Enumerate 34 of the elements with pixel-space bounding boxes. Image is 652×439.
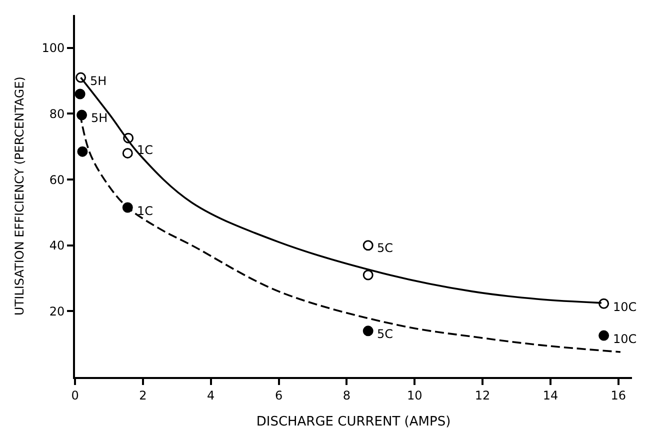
annotation: 1C xyxy=(137,143,154,157)
annotation: 10C xyxy=(613,332,637,346)
x-tick-label: 6 xyxy=(274,388,283,402)
point xyxy=(362,270,374,280)
x-tick-label: 0 xyxy=(71,388,79,402)
point xyxy=(76,72,86,83)
annotation: 1C xyxy=(137,204,154,218)
annotation: 5H xyxy=(90,74,107,88)
annotation: 5C xyxy=(377,241,394,255)
x-tick-label: 8 xyxy=(342,388,351,402)
y-tick-label: 20 xyxy=(49,304,65,318)
y-tick-label: 60 xyxy=(49,172,65,187)
point xyxy=(122,148,133,158)
x-tick-label: 16 xyxy=(610,388,626,402)
point xyxy=(77,146,88,157)
annotation: 10C xyxy=(613,300,637,314)
annotation: 5H xyxy=(91,111,108,125)
point xyxy=(362,326,374,336)
x-tick-label: 10 xyxy=(406,388,422,402)
point xyxy=(598,298,610,309)
point xyxy=(362,240,374,251)
y-tick-label: 100 xyxy=(42,41,65,56)
x-tick-label: 14 xyxy=(542,388,558,402)
y-tick-label: 80 xyxy=(49,106,65,121)
x-tick-label: 2 xyxy=(139,388,147,402)
point xyxy=(75,88,86,100)
x-tick-label: 4 xyxy=(207,388,215,402)
y-axis-title: UTILISATION EFFICIENCY (PERCENTAGE) xyxy=(12,76,26,316)
x-axis-title: DISCHARGE CURRENT (AMPS) xyxy=(256,414,451,430)
y-tick-label: 40 xyxy=(49,238,65,253)
x-tick-label: 12 xyxy=(474,388,490,402)
point xyxy=(598,330,610,341)
annotation: 5C xyxy=(377,327,394,341)
point xyxy=(123,132,134,144)
